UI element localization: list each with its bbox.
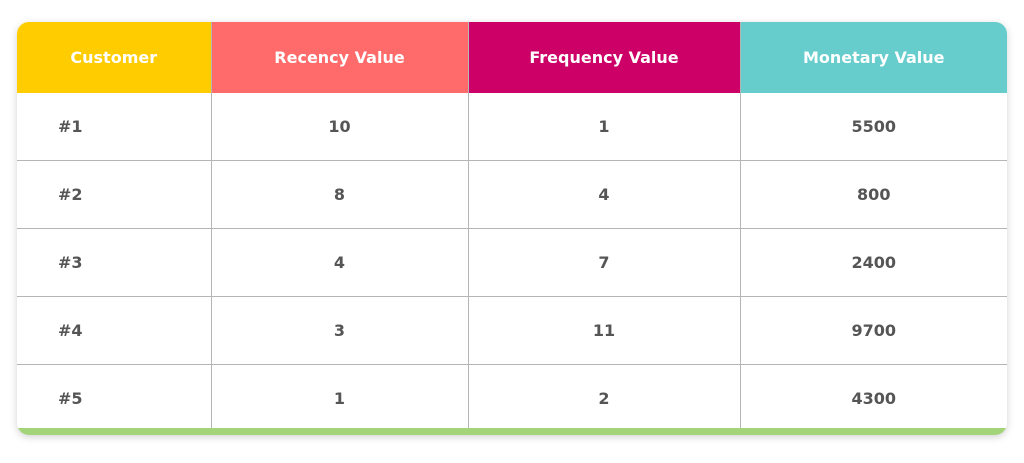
table-row: #2 8 4 800 bbox=[17, 160, 1007, 229]
table-cell: 4300 bbox=[739, 364, 1007, 433]
table-cell: 800 bbox=[739, 160, 1007, 229]
header-cell: Monetary Value bbox=[740, 22, 1007, 93]
table-cell: 7 bbox=[467, 228, 741, 297]
table-cell: 4 bbox=[210, 228, 469, 297]
header-cell: Customer bbox=[17, 22, 212, 93]
table-cell: 2 bbox=[467, 364, 741, 433]
table-card: Customer Recency Value Frequency Value Mone… bbox=[17, 22, 1007, 435]
footer-bar bbox=[17, 428, 1007, 435]
table-cell: 5500 bbox=[739, 93, 1007, 161]
table-row: #5 1 2 4300 bbox=[17, 364, 1007, 433]
header-cell: Recency Value bbox=[211, 22, 469, 93]
table-cell: #1 bbox=[17, 93, 212, 161]
table-cell: #4 bbox=[17, 296, 212, 365]
table-cell: 8 bbox=[210, 160, 469, 229]
table-cell: #3 bbox=[17, 228, 212, 297]
table-row: #3 4 7 2400 bbox=[17, 228, 1007, 297]
table-cell: #5 bbox=[17, 364, 212, 433]
table-cell: 1 bbox=[467, 93, 741, 161]
table-row: #1 10 1 5500 bbox=[17, 93, 1007, 161]
table-cell: 2400 bbox=[739, 228, 1007, 297]
table-cell: 10 bbox=[210, 93, 469, 161]
table-cell: 9700 bbox=[739, 296, 1007, 365]
header-row: Customer Recency Value Frequency Value Mone… bbox=[17, 22, 1007, 93]
table-cell: 3 bbox=[210, 296, 469, 365]
table-cell: #2 bbox=[17, 160, 212, 229]
table-cell: 4 bbox=[467, 160, 741, 229]
header-cell: Frequency Value bbox=[468, 22, 741, 93]
table-cell: 11 bbox=[467, 296, 741, 365]
table-cell: 1 bbox=[210, 364, 469, 433]
rfm-table: Customer Recency Value Frequency Value Mone… bbox=[17, 22, 1007, 433]
table-row: #4 3 11 9700 bbox=[17, 296, 1007, 365]
